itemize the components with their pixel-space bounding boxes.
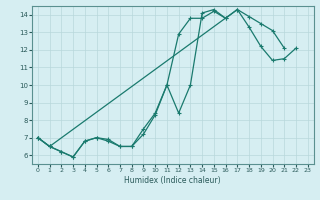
X-axis label: Humidex (Indice chaleur): Humidex (Indice chaleur) (124, 176, 221, 185)
